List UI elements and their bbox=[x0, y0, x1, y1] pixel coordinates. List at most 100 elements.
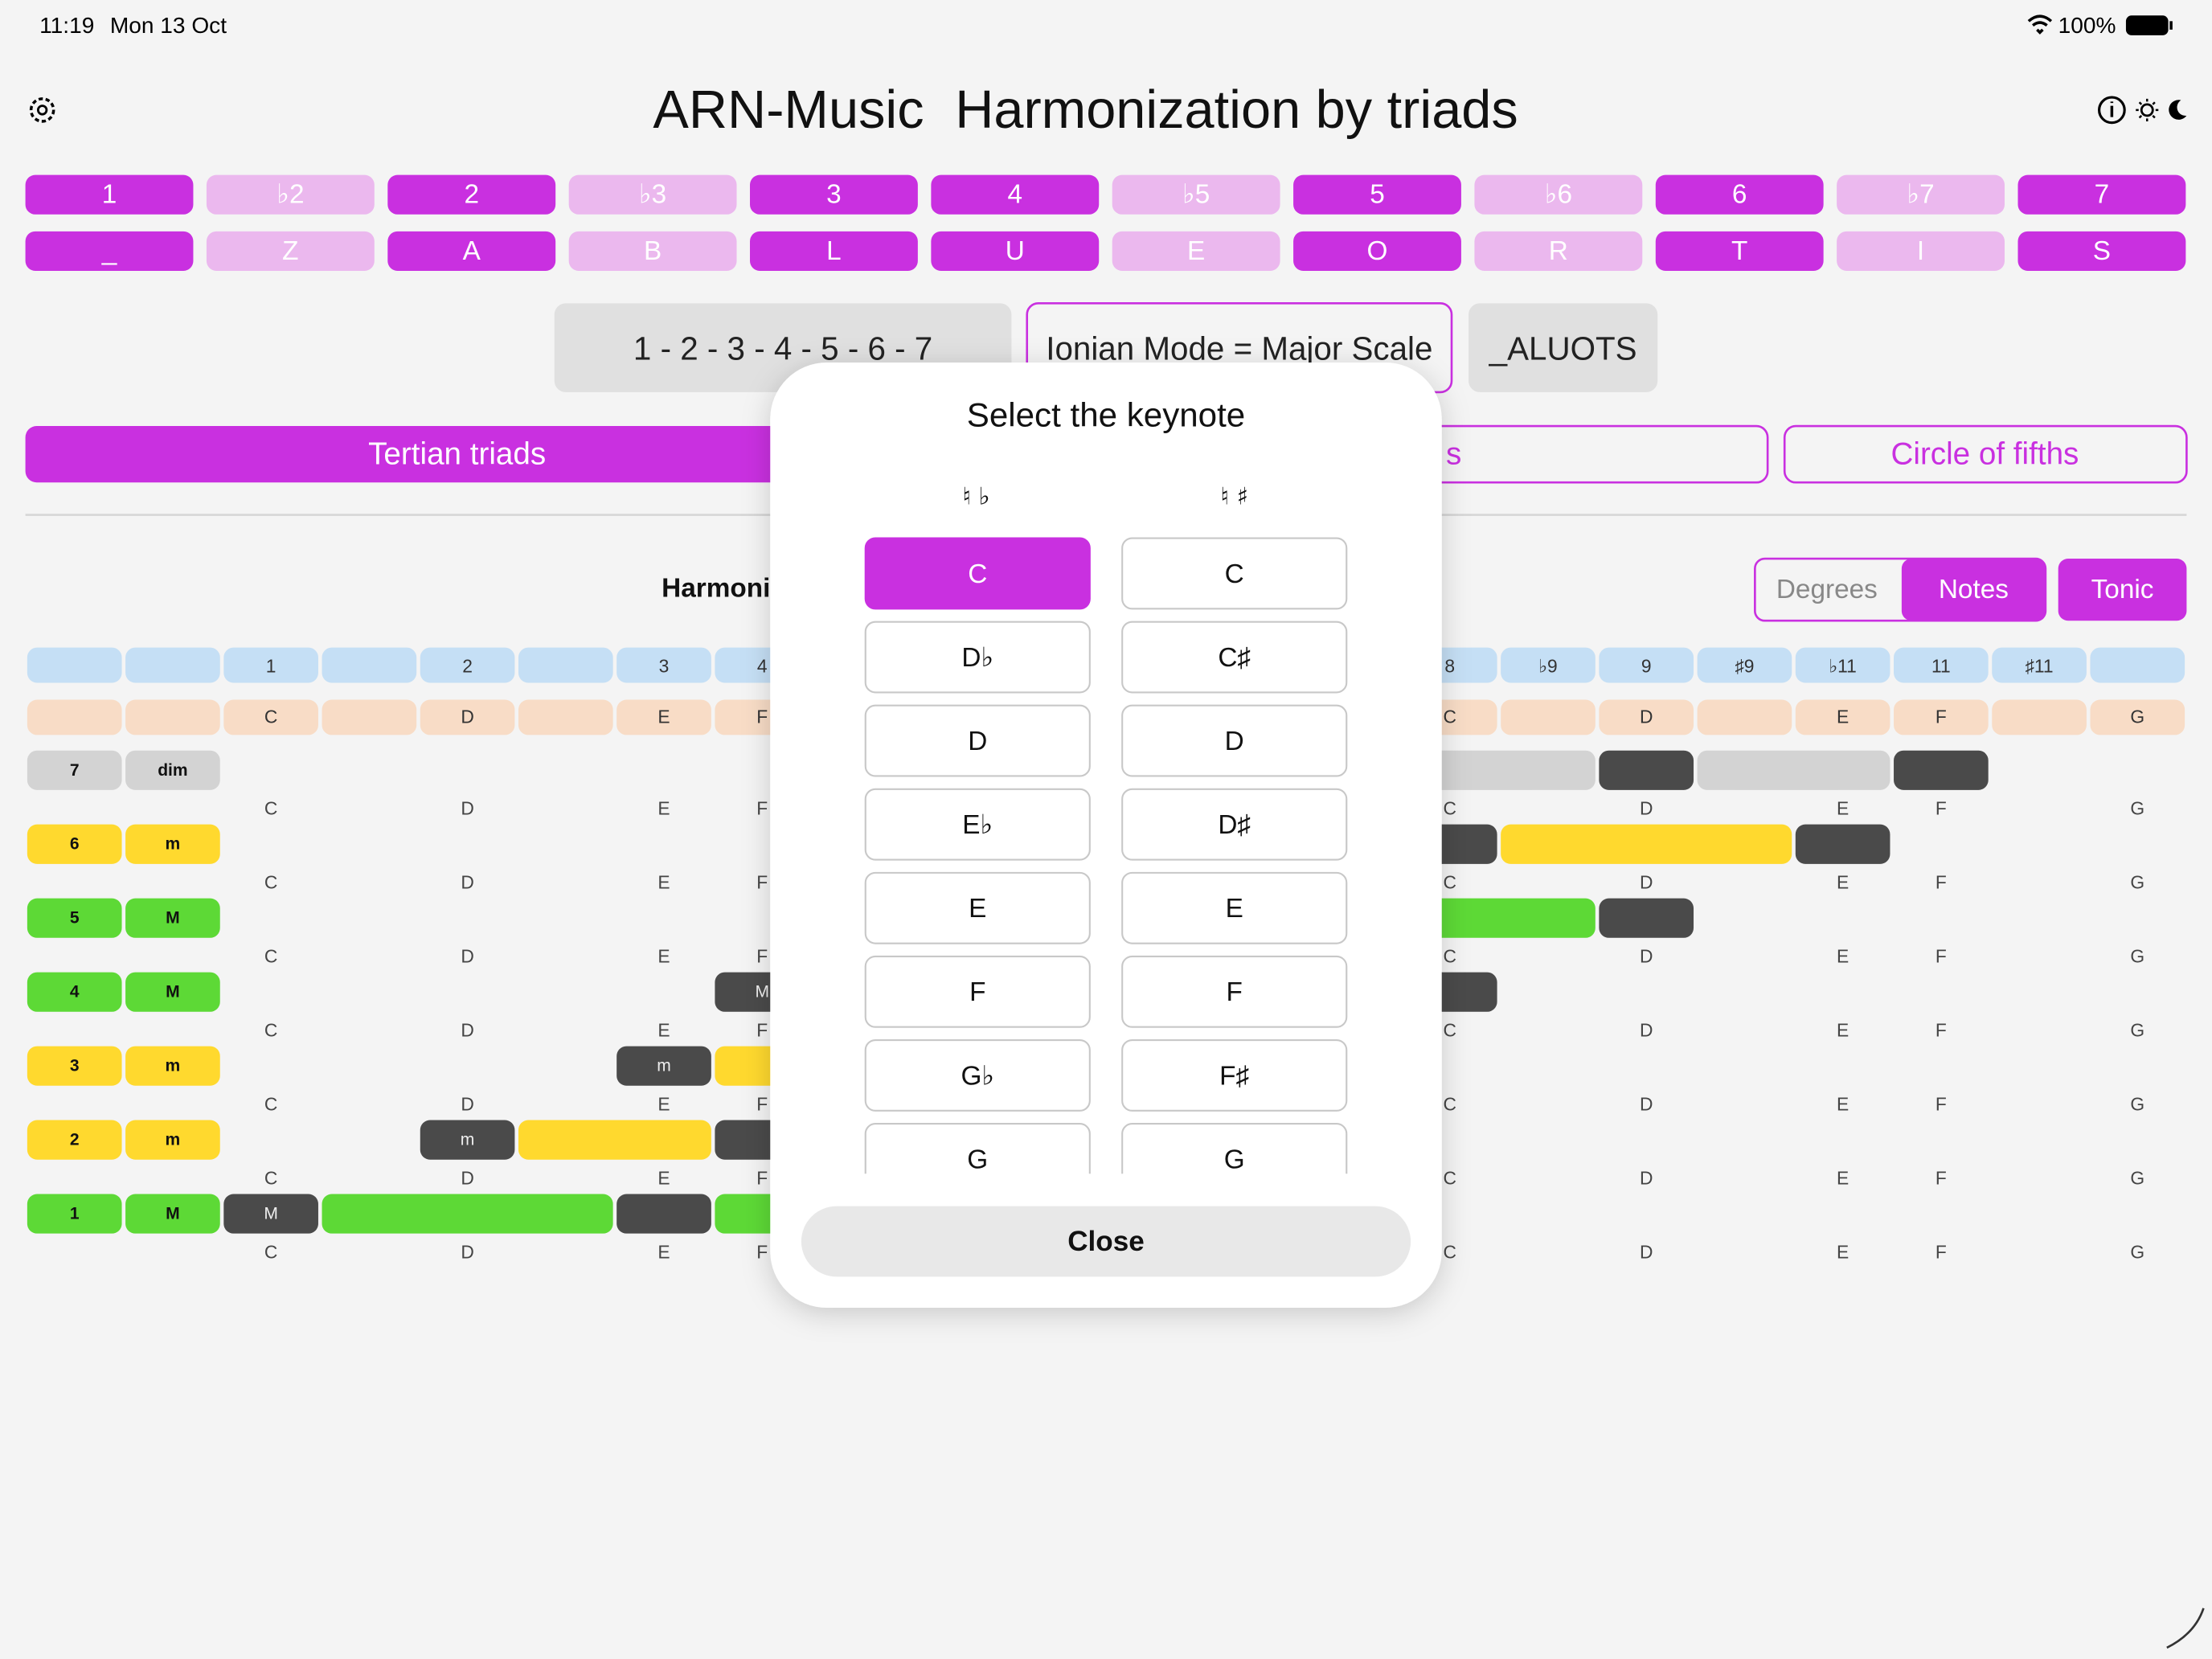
key-button[interactable]: C bbox=[1121, 537, 1348, 610]
row-note-label: C bbox=[264, 1020, 277, 1041]
row-note-label: F bbox=[756, 1241, 768, 1262]
note-cell bbox=[1501, 699, 1596, 735]
degree-button[interactable]: 1 bbox=[25, 174, 194, 215]
letter-button[interactable]: R bbox=[1474, 231, 1643, 271]
toggle-option[interactable]: Degrees bbox=[1776, 575, 1878, 604]
letter-bg bbox=[206, 231, 375, 271]
key-button[interactable]: D♭ bbox=[864, 621, 1091, 694]
row-note-label: D bbox=[461, 1094, 473, 1115]
modal-title: Select the keynote bbox=[967, 395, 1245, 433]
degree-bg bbox=[1474, 174, 1643, 215]
triad-quality: M bbox=[166, 983, 180, 1002]
letter-button[interactable]: E bbox=[1112, 231, 1280, 271]
interval-label: ♭11 bbox=[1829, 655, 1856, 676]
letter-button[interactable]: A bbox=[387, 231, 556, 271]
key-button[interactable]: E bbox=[864, 871, 1091, 944]
key-button[interactable]: C♯ bbox=[1121, 621, 1348, 694]
info-button[interactable] bbox=[2098, 96, 2126, 125]
chord-tone bbox=[223, 1194, 318, 1234]
key-button[interactable]: D bbox=[1121, 704, 1348, 777]
quality-cell bbox=[125, 1120, 220, 1160]
key-button[interactable]: D bbox=[864, 704, 1091, 777]
degree-label: 5 bbox=[1370, 180, 1385, 210]
toggle-option[interactable]: Notes bbox=[1901, 559, 2046, 621]
status-time: 11:19 bbox=[39, 13, 94, 38]
letter-button[interactable]: T bbox=[1655, 231, 1824, 271]
tab-label: Circle of fifths bbox=[1890, 437, 2079, 472]
tab-label: Tertian triads bbox=[368, 437, 546, 472]
degree-button[interactable]: 7 bbox=[2017, 174, 2186, 215]
interval-label: 4 bbox=[757, 655, 768, 676]
row-note-label: D bbox=[1640, 1241, 1653, 1262]
degree-button[interactable]: ♭6 bbox=[1474, 174, 1643, 215]
letter-button[interactable]: Z bbox=[206, 231, 375, 271]
key-bg bbox=[1121, 621, 1348, 694]
row-note-label: D bbox=[461, 1020, 473, 1041]
letter-label: B bbox=[644, 236, 662, 266]
letter-button[interactable]: U bbox=[931, 231, 1100, 271]
section-label: Harmoni bbox=[662, 573, 770, 603]
tab-label: s bbox=[1446, 437, 1461, 472]
key-bg bbox=[864, 955, 1091, 1028]
key-label: F♯ bbox=[1219, 1061, 1249, 1091]
interval-cell bbox=[1501, 647, 1596, 683]
key-button[interactable]: D♯ bbox=[1121, 788, 1348, 861]
key-label: E bbox=[1226, 894, 1243, 924]
degree-label: ♭5 bbox=[1182, 180, 1210, 210]
row-note-label: F bbox=[1936, 1241, 1947, 1262]
letter-button[interactable]: I bbox=[1837, 231, 2005, 271]
row-note-label: F bbox=[1936, 872, 1947, 893]
chord-span bbox=[1697, 750, 1890, 790]
interval-cell bbox=[223, 647, 318, 683]
key-button[interactable]: F bbox=[1121, 955, 1348, 1028]
letter-button[interactable]: _ bbox=[25, 231, 194, 271]
key-button[interactable]: E bbox=[1121, 871, 1348, 944]
close-button[interactable]: Close bbox=[801, 1206, 1411, 1277]
scale-info-code[interactable]: _ALUOTS bbox=[1469, 303, 1658, 392]
settings-button[interactable] bbox=[29, 97, 55, 123]
row-note-label: C bbox=[1444, 1020, 1456, 1041]
letter-bg bbox=[387, 231, 556, 271]
chord-span bbox=[322, 1194, 613, 1234]
tonic-button[interactable]: Tonic bbox=[2058, 559, 2187, 621]
key-button[interactable]: E♭ bbox=[864, 788, 1091, 861]
sun-rays bbox=[2136, 98, 2159, 121]
key-list: C D♭ D E♭ E F G♭ G C C♯ D D♯ E F F♯ G bbox=[864, 537, 1348, 1194]
key-button[interactable]: G bbox=[864, 1123, 1091, 1194]
letter-button[interactable]: B bbox=[568, 231, 737, 271]
degree-button[interactable]: 3 bbox=[750, 174, 918, 215]
degree-bg bbox=[387, 174, 556, 215]
dark-mode-button[interactable] bbox=[2169, 100, 2187, 120]
tab-button[interactable]: Tertian triads bbox=[25, 426, 889, 483]
app-name: ARN-Music bbox=[653, 80, 924, 140]
letter-button[interactable]: L bbox=[750, 231, 918, 271]
interval-cell bbox=[1992, 647, 2087, 683]
letter-button[interactable]: O bbox=[1293, 231, 1461, 271]
degree-button[interactable]: ♭3 bbox=[568, 174, 737, 215]
key-button[interactable]: G bbox=[1121, 1123, 1348, 1194]
degree-button[interactable]: 4 bbox=[931, 174, 1100, 215]
note-cell bbox=[27, 699, 122, 735]
degree-button[interactable]: 2 bbox=[387, 174, 556, 215]
light-mode-button[interactable] bbox=[2136, 98, 2159, 121]
letter-bg bbox=[568, 231, 737, 271]
degree-button[interactable]: ♭5 bbox=[1112, 174, 1280, 215]
key-button[interactable]: G♭ bbox=[864, 1038, 1091, 1112]
letter-label: U bbox=[1006, 236, 1025, 266]
degree-button[interactable]: ♭7 bbox=[1837, 174, 2005, 215]
letter-bg bbox=[2017, 231, 2186, 271]
key-button[interactable]: F♯ bbox=[1121, 1038, 1348, 1112]
key-button[interactable]: F bbox=[864, 955, 1091, 1028]
note-label: C bbox=[1444, 707, 1456, 727]
degree-button[interactable]: 6 bbox=[1655, 174, 1824, 215]
note-cell bbox=[125, 699, 220, 735]
row-note-label: F bbox=[1936, 1168, 1947, 1189]
letter-button[interactable]: S bbox=[2017, 231, 2186, 271]
row-note-label: D bbox=[1640, 1094, 1653, 1115]
tab-button[interactable]: Circle of fifths bbox=[1783, 424, 2188, 484]
degree-button[interactable]: ♭2 bbox=[206, 174, 375, 215]
degree-button[interactable]: 5 bbox=[1293, 174, 1461, 215]
letter-label: L bbox=[826, 236, 842, 266]
scale-info-text: _ALUOTS bbox=[1489, 330, 1637, 367]
key-button[interactable]: C bbox=[864, 537, 1091, 610]
